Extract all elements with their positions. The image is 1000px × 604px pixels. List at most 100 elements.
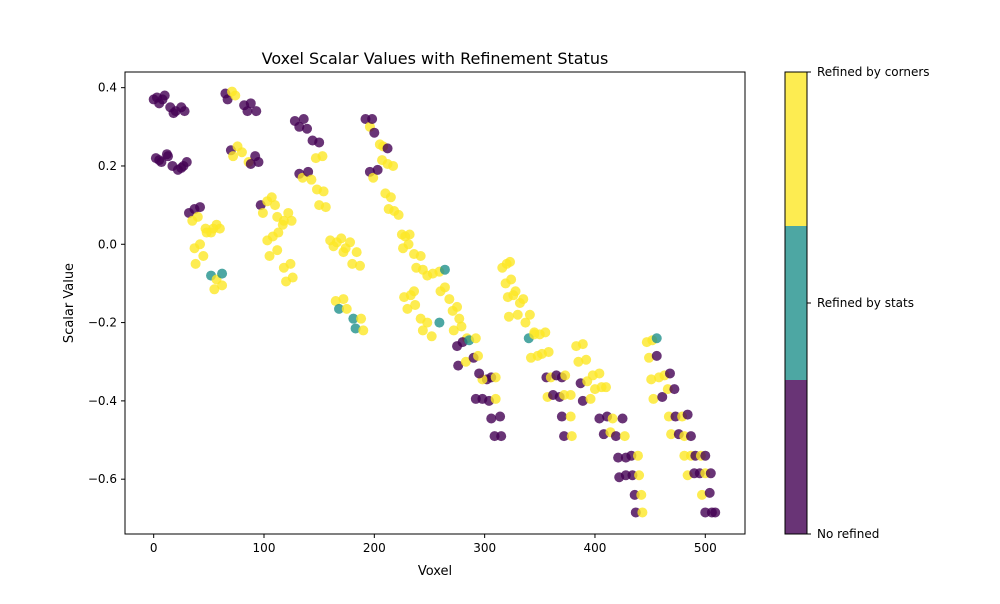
data-point: [685, 431, 696, 442]
data-point: [402, 303, 413, 314]
data-point: [287, 272, 298, 283]
data-point: [195, 239, 206, 250]
data-point: [251, 106, 262, 117]
data-point: [422, 317, 433, 328]
data-point: [385, 192, 396, 203]
data-point: [347, 258, 358, 269]
data-point: [581, 354, 592, 365]
data-point: [565, 390, 576, 401]
data-point: [358, 325, 369, 336]
data-point: [318, 186, 329, 197]
data-point: [154, 155, 165, 166]
data-point: [351, 247, 362, 258]
data-point: [644, 352, 655, 363]
data-point: [294, 121, 305, 132]
data-point: [560, 370, 571, 381]
data-point: [192, 211, 203, 222]
data-point: [354, 260, 365, 271]
data-point: [314, 137, 325, 148]
x-tick-label: 0: [150, 541, 158, 555]
data-point: [705, 468, 716, 479]
plot-area-frame: [124, 71, 746, 535]
y-tick-label: −0.4: [88, 394, 117, 408]
data-point: [448, 325, 459, 336]
data-point: [236, 147, 247, 158]
data-point: [348, 313, 359, 324]
data-point: [298, 113, 309, 124]
data-point: [417, 325, 428, 336]
data-point: [208, 223, 219, 234]
y-tick-label: 0.4: [98, 81, 117, 95]
data-point: [257, 207, 268, 218]
data-point: [651, 350, 662, 361]
data-point: [163, 151, 174, 162]
colorbar: No refined Refined by stats Refined by cor…: [784, 65, 930, 541]
data-point: [403, 239, 414, 250]
data-point: [345, 237, 356, 248]
data-point: [179, 106, 190, 117]
data-point: [341, 303, 352, 314]
x-tick-label: 400: [584, 541, 607, 555]
data-point: [613, 452, 624, 463]
data-point: [704, 487, 715, 498]
data-point: [270, 200, 281, 211]
data-point: [190, 258, 201, 269]
x-tick-label: 200: [363, 541, 386, 555]
data-point: [585, 393, 596, 404]
data-point: [452, 301, 463, 312]
chart-title: Voxel Scalar Values with Refinement Stat…: [262, 49, 609, 68]
data-point: [317, 151, 328, 162]
data-point: [283, 207, 294, 218]
colorbar-tick-label: No refined: [817, 527, 879, 541]
data-point: [506, 274, 517, 285]
data-point: [486, 413, 497, 424]
data-point: [338, 247, 349, 258]
data-point: [266, 192, 277, 203]
data-point: [666, 429, 677, 440]
data-point: [273, 227, 284, 238]
colorbar-tick-label: Refined by corners: [817, 65, 930, 79]
data-point: [367, 113, 378, 124]
data-point: [217, 268, 228, 279]
data-point: [230, 90, 241, 101]
data-point: [338, 294, 349, 305]
data-point: [456, 321, 467, 332]
data-point: [168, 108, 179, 119]
data-point: [350, 323, 361, 334]
data-point: [176, 162, 187, 173]
data-point: [368, 172, 379, 183]
data-point: [512, 309, 523, 320]
data-point: [634, 470, 645, 481]
data-point: [217, 280, 228, 291]
data-point: [696, 489, 707, 500]
data-point: [474, 368, 485, 379]
data-point: [404, 229, 415, 240]
data-point: [195, 202, 206, 213]
data-point: [356, 313, 367, 324]
data-point: [518, 294, 529, 305]
data-point: [496, 431, 507, 442]
colorbar-segment: [785, 226, 807, 380]
data-point: [410, 299, 421, 310]
data-point: [209, 284, 220, 295]
data-point: [490, 393, 501, 404]
data-point: [393, 209, 404, 220]
data-point: [415, 251, 426, 262]
data-point: [372, 164, 383, 175]
data-point: [306, 174, 317, 185]
data-point: [286, 215, 297, 226]
data-point: [565, 411, 576, 422]
colorbar-segment: [785, 380, 807, 534]
data-point: [382, 143, 393, 154]
data-point: [619, 431, 630, 442]
data-point: [648, 393, 659, 404]
data-point: [607, 413, 618, 424]
data-point: [700, 450, 711, 461]
data-point: [601, 382, 611, 393]
data-point: [682, 409, 693, 420]
data-point: [330, 296, 341, 307]
data-point: [454, 313, 465, 324]
data-point: [264, 251, 275, 262]
data-point: [710, 507, 721, 518]
